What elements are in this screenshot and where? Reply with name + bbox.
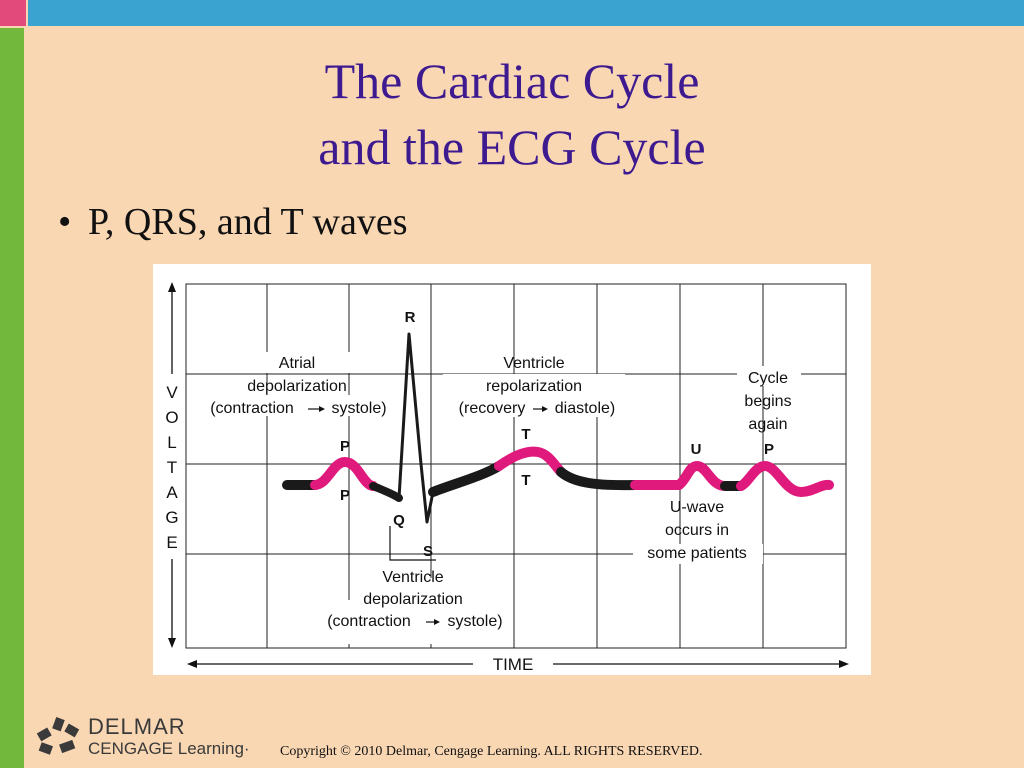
ecg-svg: V O L T A G E TIME: [165, 282, 849, 674]
label-u: U: [691, 441, 702, 458]
voltage-axis: [168, 282, 176, 648]
trace-st-segment: [428, 461, 504, 497]
u-note-line-2: occurs in: [665, 522, 729, 539]
ecg-diagram: V O L T A G E TIME: [153, 264, 871, 675]
trace-u-wave: [674, 461, 730, 491]
logo-text-delmar: DELMAR: [88, 714, 186, 739]
voltage-letter-e: E: [166, 533, 177, 552]
logo-text-cengage: CENGAGE Learning·: [88, 739, 250, 758]
trace-t-wave: [494, 446, 566, 477]
delmar-logo: DELMAR CENGAGE Learning·: [34, 712, 274, 762]
cycle-line-1: Cycle: [748, 370, 788, 387]
repol-line-2: repolarization: [486, 378, 582, 395]
annotation-ventricle-repolarization: Ventricle repolarization (recovery diast…: [441, 355, 627, 417]
title-line-2: and the ECG Cycle: [318, 119, 706, 175]
time-axis-label: TIME: [493, 655, 534, 674]
ecg-grid: [185, 283, 847, 649]
annotation-ventricle-depolarization: Ventricle depolarization (contraction sy…: [317, 569, 513, 644]
bullet-text: P, QRS, and T waves: [88, 201, 408, 243]
trace-p-wave: [310, 457, 378, 491]
depol-line-2: depolarization: [363, 591, 463, 608]
voltage-letter-a: A: [166, 483, 178, 502]
depol-line-4: systole): [447, 613, 502, 630]
voltage-letter-v: V: [166, 383, 178, 402]
slide-title: The Cardiac Cycle and the ECG Cycle: [0, 48, 1024, 180]
wave-labels: P P R Q S T T U P: [340, 309, 774, 560]
label-s: S: [423, 543, 433, 560]
voltage-letter-t: T: [167, 458, 177, 477]
bullet-dot: •: [58, 201, 72, 243]
cycle-line-3: again: [748, 416, 787, 433]
cycle-line-2: begins: [744, 393, 791, 410]
label-t-lower: T: [521, 472, 530, 489]
annotation-atrial: Atrial depolarization (contraction systo…: [203, 352, 393, 417]
annotation-cycle-begins: Cycle begins again: [737, 366, 801, 433]
trace-next-p-wave: [736, 461, 834, 497]
logo-mark-icon: [36, 716, 80, 755]
depol-line-1: Ventricle: [382, 569, 443, 586]
bullet-item: • P, QRS, and T waves: [58, 200, 408, 244]
ecg-trace: [282, 332, 834, 524]
trace-pr-segment: [369, 482, 403, 502]
left-accent-bar: [0, 28, 24, 768]
label-p: P: [340, 438, 350, 455]
u-note-line-3: some patients: [647, 545, 747, 562]
corner-accent: [0, 0, 26, 26]
u-note-line-1: U-wave: [670, 499, 724, 516]
atrial-line-1: Atrial: [279, 355, 315, 372]
trace-tp-segment: [556, 467, 640, 491]
label-p-again: P: [764, 441, 774, 458]
atrial-line-3: (contraction: [210, 400, 294, 417]
qrs-bracket: [389, 526, 436, 561]
repol-line-4: diastole): [555, 400, 615, 417]
label-p-lower: P: [340, 487, 350, 504]
label-t: T: [521, 426, 530, 443]
atrial-line-2: depolarization: [247, 378, 347, 395]
copyright-notice: Copyright © 2010 Delmar, Cengage Learnin…: [280, 744, 703, 759]
repol-line-3: (recovery: [459, 400, 526, 417]
trace-qrs-complex: [397, 332, 435, 524]
voltage-letter-g: G: [165, 508, 178, 527]
title-line-1: The Cardiac Cycle: [324, 53, 700, 109]
label-q: Q: [393, 512, 405, 529]
depol-line-3: (contraction: [327, 613, 411, 630]
top-accent-bar: [28, 0, 1024, 26]
annotation-u-wave: U-wave occurs in some patients: [633, 499, 763, 564]
voltage-axis-label: V O L T A G E: [165, 383, 178, 552]
voltage-letter-l: L: [167, 433, 176, 452]
time-axis: TIME: [187, 655, 849, 674]
voltage-letter-o: O: [165, 408, 178, 427]
label-r: R: [405, 309, 416, 326]
repol-line-1: Ventricle: [503, 355, 564, 372]
atrial-line-4: systole): [331, 400, 386, 417]
